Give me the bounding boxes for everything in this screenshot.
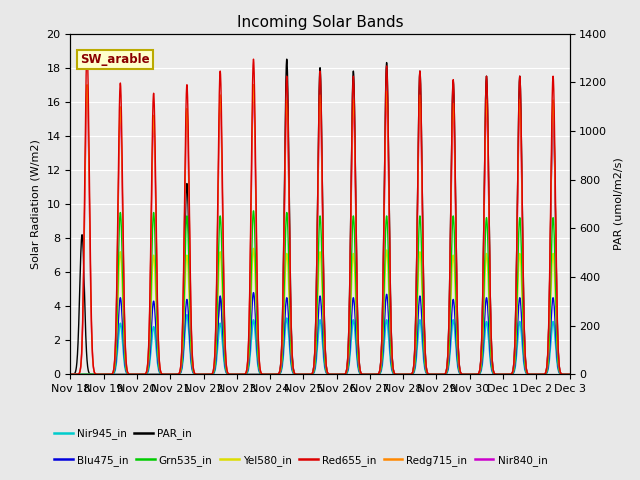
Nir840_in: [301, 372, 309, 377]
Nir840_in: [156, 367, 164, 372]
Yel580_in: [67, 372, 74, 377]
Blu475_in: [566, 372, 573, 377]
Yel580_in: [156, 369, 164, 375]
Yel580_in: [301, 372, 309, 377]
Nir840_in: [404, 372, 412, 377]
Red655_in: [83, 48, 91, 54]
Red655_in: [566, 372, 573, 377]
Y-axis label: Solar Radiation (W/m2): Solar Radiation (W/m2): [31, 139, 41, 269]
Blu475_in: [156, 370, 164, 376]
Line: Redg715_in: Redg715_in: [70, 84, 570, 374]
Nir945_in: [565, 372, 573, 377]
Nir945_in: [301, 372, 309, 377]
Grn535_in: [404, 372, 412, 377]
PAR_in: [460, 372, 468, 377]
Y-axis label: PAR (umol/m2/s): PAR (umol/m2/s): [613, 157, 623, 251]
Red655_in: [460, 372, 468, 377]
PAR_in: [283, 56, 291, 62]
Nir945_in: [432, 372, 440, 377]
Nir945_in: [67, 372, 74, 377]
Legend: Nir945_in, PAR_in: Nir945_in, PAR_in: [50, 424, 196, 444]
Line: Blu475_in: Blu475_in: [70, 293, 570, 374]
Line: PAR_in: PAR_in: [70, 59, 570, 374]
Grn535_in: [565, 372, 573, 377]
Nir840_in: [432, 372, 440, 377]
Blu475_in: [250, 290, 257, 296]
Grn535_in: [301, 372, 309, 377]
Nir945_in: [460, 372, 468, 377]
Nir945_in: [404, 372, 412, 377]
Nir945_in: [183, 312, 191, 318]
Red655_in: [565, 372, 573, 377]
Nir840_in: [460, 372, 468, 377]
Redg715_in: [67, 372, 74, 377]
Nir840_in: [83, 90, 91, 96]
PAR_in: [131, 372, 138, 377]
Text: SW_arable: SW_arable: [81, 53, 150, 66]
Title: Incoming Solar Bands: Incoming Solar Bands: [237, 15, 403, 30]
Grn535_in: [67, 372, 74, 377]
Redg715_in: [156, 367, 164, 372]
Nir840_in: [566, 372, 573, 377]
PAR_in: [404, 372, 412, 377]
Yel580_in: [566, 372, 573, 377]
Blu475_in: [67, 372, 74, 377]
Nir840_in: [67, 372, 74, 377]
Line: Yel580_in: Yel580_in: [70, 248, 570, 374]
Yel580_in: [432, 372, 440, 377]
Line: Red655_in: Red655_in: [70, 51, 570, 374]
Redg715_in: [432, 372, 440, 377]
Yel580_in: [404, 372, 412, 377]
Redg715_in: [301, 372, 309, 377]
Legend: Blu475_in, Grn535_in, Yel580_in, Red655_in, Redg715_in, Nir840_in: Blu475_in, Grn535_in, Yel580_in, Red655_…: [50, 451, 552, 470]
PAR_in: [565, 372, 573, 377]
Red655_in: [301, 372, 309, 377]
Grn535_in: [566, 372, 573, 377]
Yel580_in: [565, 372, 573, 377]
Grn535_in: [460, 372, 468, 377]
Redg715_in: [460, 372, 468, 377]
Blu475_in: [301, 372, 309, 377]
Grn535_in: [156, 368, 164, 374]
PAR_in: [566, 372, 573, 377]
Blu475_in: [404, 372, 412, 377]
Red655_in: [404, 372, 412, 377]
Blu475_in: [432, 372, 440, 377]
Redg715_in: [566, 372, 573, 377]
Nir945_in: [566, 372, 573, 377]
Redg715_in: [404, 372, 412, 377]
Redg715_in: [83, 82, 91, 87]
Yel580_in: [250, 245, 257, 251]
PAR_in: [301, 372, 309, 377]
Line: Nir840_in: Nir840_in: [70, 93, 570, 374]
Nir945_in: [156, 371, 164, 376]
PAR_in: [67, 372, 74, 377]
Nir840_in: [565, 372, 573, 377]
Line: Nir945_in: Nir945_in: [70, 315, 570, 374]
Red655_in: [432, 372, 440, 377]
Redg715_in: [565, 372, 573, 377]
Blu475_in: [565, 372, 573, 377]
Red655_in: [156, 366, 164, 372]
Red655_in: [67, 372, 74, 377]
Line: Grn535_in: Grn535_in: [70, 211, 570, 374]
Blu475_in: [460, 372, 468, 377]
PAR_in: [432, 372, 440, 377]
Yel580_in: [460, 372, 468, 377]
Grn535_in: [250, 208, 257, 214]
PAR_in: [156, 372, 164, 377]
Grn535_in: [432, 372, 440, 377]
